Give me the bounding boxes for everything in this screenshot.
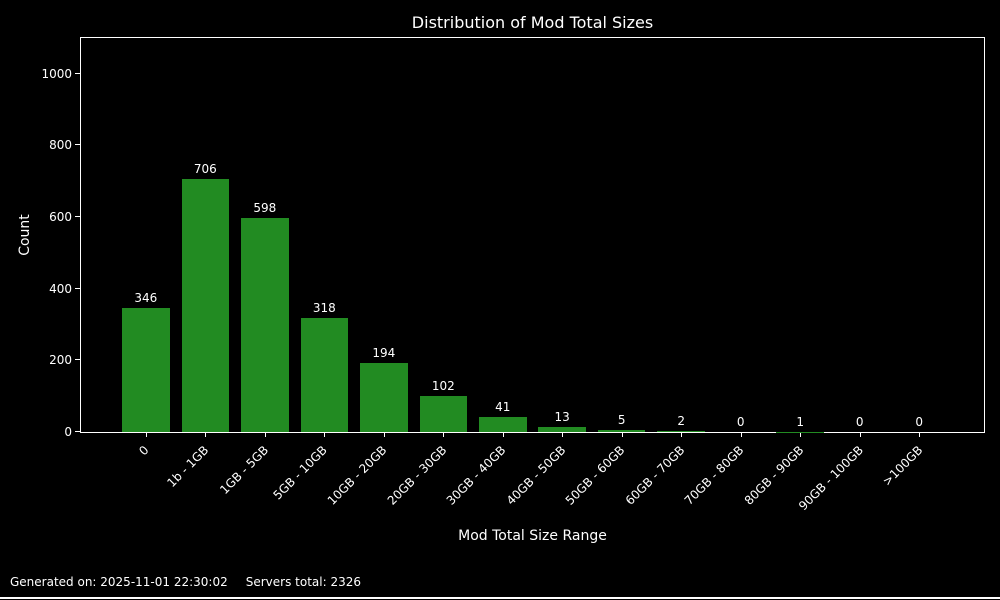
x-tick-mark — [681, 433, 682, 437]
y-tick-label: 1000 — [41, 67, 72, 81]
bar-value-label: 13 — [554, 410, 570, 425]
bar-value-label: 102 — [431, 378, 455, 393]
bar-value-label: 346 — [134, 291, 158, 306]
x-tick-mark — [265, 433, 266, 437]
bar-value-label: 5 — [617, 413, 626, 428]
plot-area: 346 706 598 318 194 102 41 13 5 2 0 1 0 0 — [80, 37, 985, 433]
x-tick-label: 70GB - 80GB — [681, 443, 747, 508]
x-tick-mark — [919, 433, 920, 437]
bar-value-label: 706 — [193, 162, 217, 177]
x-tick-label: 20GB - 30GB — [384, 443, 450, 508]
y-tick-mark — [75, 431, 80, 432]
x-tick-label: 50GB - 60GB — [562, 443, 628, 508]
bar-value-label: 2 — [677, 414, 686, 429]
x-tick-mark — [324, 433, 325, 437]
y-tick-label: 800 — [49, 138, 72, 152]
x-tick-label: 0 — [136, 443, 152, 459]
x-tick-label: 40GB - 50GB — [503, 443, 569, 508]
bar-value-label: 194 — [372, 345, 396, 360]
y-tick-mark — [75, 144, 80, 145]
y-tick-label: 400 — [49, 282, 72, 296]
bar — [657, 431, 705, 432]
y-tick-label: 0 — [64, 425, 72, 439]
x-tick-mark — [384, 433, 385, 437]
bar-value-label: 0 — [855, 415, 864, 429]
bar-value-label: 0 — [915, 415, 924, 429]
bar — [419, 395, 468, 432]
bar-value-label: 318 — [312, 301, 336, 316]
x-tick-label: 60GB - 70GB — [622, 443, 688, 508]
y-tick-mark — [75, 288, 80, 289]
y-tick-mark — [75, 73, 80, 74]
generated-timestamp: Generated on: 2025-11-01 22:30:02 — [10, 575, 228, 589]
bar — [241, 217, 289, 432]
x-tick-mark — [443, 433, 444, 437]
bar — [300, 318, 349, 432]
x-axis-label: Mod Total Size Range — [458, 528, 607, 544]
x-tick-label: 90GB - 100GB — [795, 443, 866, 514]
x-tick-label: 5GB - 10GB — [270, 443, 331, 503]
y-tick-label: 200 — [49, 353, 72, 367]
x-tick-label: 80GB - 90GB — [741, 443, 807, 508]
bar-value-label: 598 — [253, 200, 277, 215]
bar-value-label: 0 — [736, 415, 745, 429]
bar — [360, 362, 408, 432]
bottom-divider — [0, 597, 1000, 599]
y-tick-label: 600 — [49, 210, 72, 224]
bar-value-label: 1 — [796, 414, 805, 429]
servers-total: Servers total: 2326 — [245, 575, 361, 589]
x-tick-mark — [503, 433, 504, 437]
x-tick-label: 1b - 1GB — [164, 443, 212, 490]
bar-value-label: 41 — [495, 400, 511, 415]
bar — [597, 430, 646, 432]
x-tick-mark — [622, 433, 623, 437]
chart-title: Distribution of Mod Total Sizes — [411, 13, 654, 32]
x-tick-mark — [741, 433, 742, 437]
bar — [122, 308, 170, 432]
footer: Generated on: 2025-11-01 22:30:02 Server… — [10, 575, 361, 589]
x-tick-label: 10GB - 20GB — [324, 443, 390, 508]
x-tick-mark — [205, 433, 206, 437]
x-tick-label: >100GB — [879, 443, 926, 489]
bar — [538, 427, 586, 432]
x-tick-label: 1GB - 5GB — [216, 443, 271, 497]
x-tick-label: 30GB - 40GB — [443, 443, 509, 508]
x-tick-mark — [146, 433, 147, 437]
bar — [181, 179, 230, 432]
y-tick-mark — [75, 359, 80, 360]
y-tick-mark — [75, 216, 80, 217]
bar — [479, 417, 527, 432]
x-tick-mark — [800, 433, 801, 437]
x-tick-mark — [562, 433, 563, 437]
x-tick-mark — [860, 433, 861, 437]
